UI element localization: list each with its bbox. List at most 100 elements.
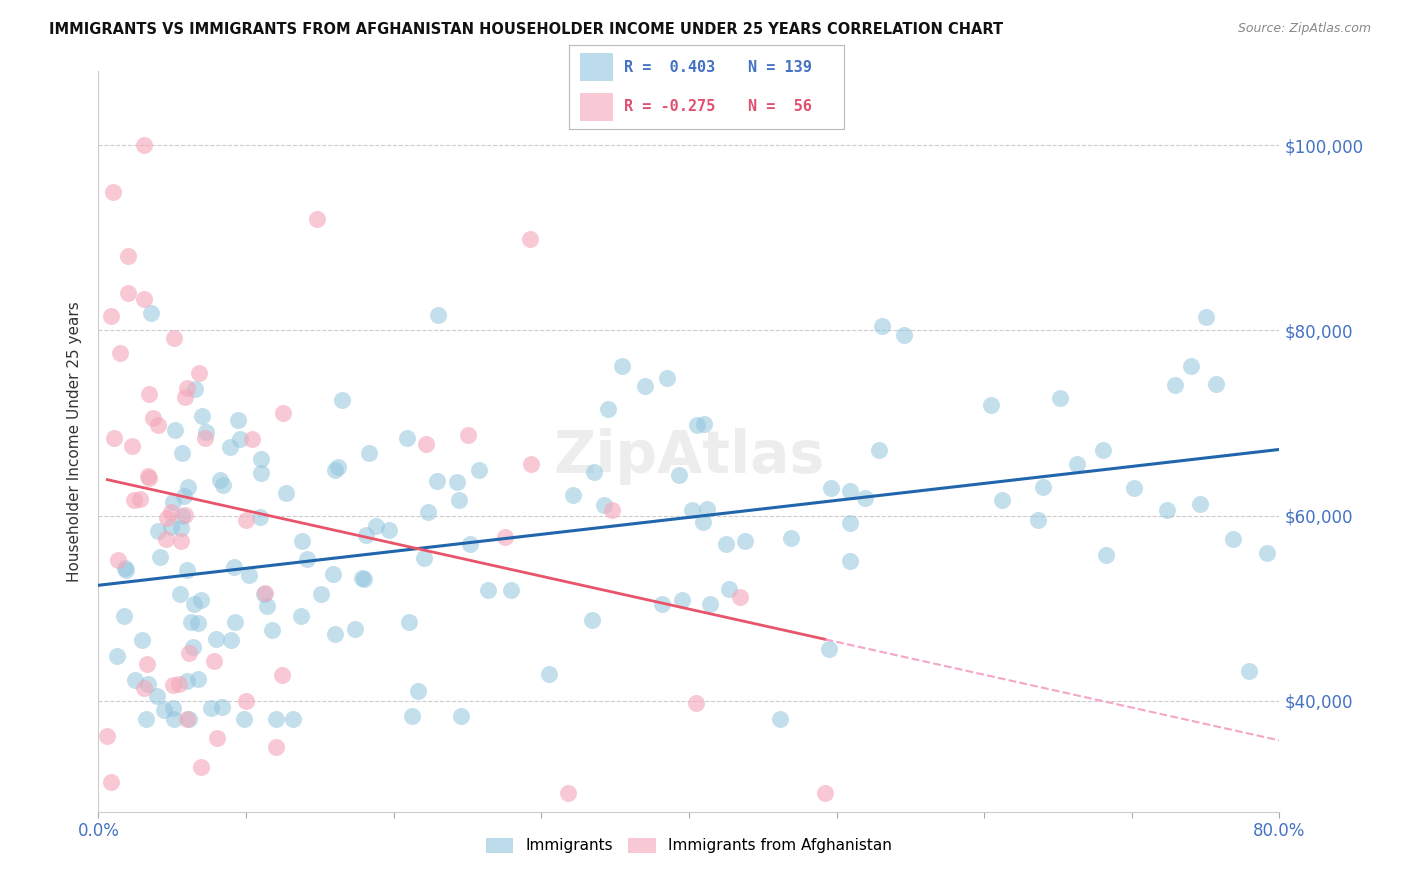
Point [187, 367, 209, 381]
Point [323, 463, 346, 477]
Point [211, 700, 233, 714]
Point [142, 410, 165, 425]
Point [232, 712, 254, 726]
Point [219, 633, 242, 648]
Point [240, 432, 263, 446]
Point [132, 292, 155, 306]
Point [839, 554, 862, 568]
Point [538, 667, 561, 681]
Bar [581, 93, 613, 120]
Point [610, 359, 633, 373]
Point [344, 622, 367, 636]
Point [353, 572, 375, 586]
Point [418, 505, 440, 519]
Point [146, 524, 169, 538]
Point [121, 439, 143, 453]
Point [839, 516, 862, 531]
Point [176, 712, 198, 726]
Point [131, 632, 153, 647]
Point [1205, 376, 1227, 391]
Point [692, 516, 714, 530]
Point [1026, 512, 1049, 526]
Point [177, 480, 200, 494]
Point [671, 592, 693, 607]
Point [427, 308, 450, 322]
Point [132, 138, 155, 153]
Text: R = -0.275: R = -0.275 [624, 98, 716, 113]
Point [96, 729, 118, 743]
Text: N = 139: N = 139 [748, 60, 811, 75]
Point [592, 498, 614, 512]
Point [730, 590, 752, 604]
Point [457, 428, 479, 442]
Point [112, 609, 135, 624]
Point [519, 232, 541, 246]
Point [820, 481, 842, 495]
Point [366, 519, 388, 533]
Point [179, 647, 201, 661]
Point [596, 402, 619, 417]
Point [1095, 548, 1118, 562]
Point [458, 536, 481, 550]
Point [271, 406, 294, 420]
Point [477, 583, 499, 598]
Point [174, 508, 197, 523]
Point [135, 657, 157, 671]
Text: ZipAtlas: ZipAtlas [554, 428, 824, 485]
Point [991, 493, 1014, 508]
Point [693, 417, 716, 432]
Point [1049, 391, 1071, 405]
Point [283, 712, 305, 726]
Point [190, 593, 212, 607]
Point [173, 390, 195, 404]
Point [162, 701, 184, 715]
Point [447, 492, 470, 507]
Point [205, 731, 228, 745]
Point [212, 477, 235, 491]
Point [135, 712, 157, 726]
Point [814, 785, 837, 799]
Point [633, 379, 655, 393]
Point [103, 432, 125, 446]
Point [107, 552, 129, 566]
Point [172, 508, 194, 523]
Point [838, 483, 860, 498]
Point [581, 613, 603, 627]
Point [138, 387, 160, 401]
Point [686, 417, 709, 432]
Point [323, 626, 346, 640]
Point [183, 382, 205, 396]
Point [100, 309, 122, 323]
Point [264, 712, 287, 726]
Point [229, 432, 252, 446]
Point [600, 503, 623, 517]
Point [297, 551, 319, 566]
Point [681, 503, 703, 517]
Point [357, 445, 380, 459]
Point [124, 673, 146, 687]
Point [194, 431, 217, 445]
Point [155, 533, 177, 547]
Point [699, 597, 721, 611]
Point [668, 467, 690, 482]
Point [450, 709, 472, 723]
Point [494, 530, 516, 544]
Point [309, 587, 332, 601]
Point [136, 469, 159, 483]
Point [398, 615, 420, 629]
Point [980, 399, 1002, 413]
Point [520, 457, 543, 471]
Point [204, 655, 226, 669]
Point [222, 560, 245, 574]
Point [350, 571, 373, 585]
Point [1031, 481, 1053, 495]
Point [330, 392, 353, 407]
Point [235, 513, 257, 527]
Legend: Immigrants, Immigrants from Afghanistan: Immigrants, Immigrants from Afghanistan [479, 832, 898, 860]
Text: R =  0.403: R = 0.403 [624, 60, 716, 75]
Point [769, 712, 792, 726]
Point [160, 505, 183, 519]
Point [249, 510, 271, 524]
Point [1239, 664, 1261, 678]
Point [499, 583, 522, 598]
